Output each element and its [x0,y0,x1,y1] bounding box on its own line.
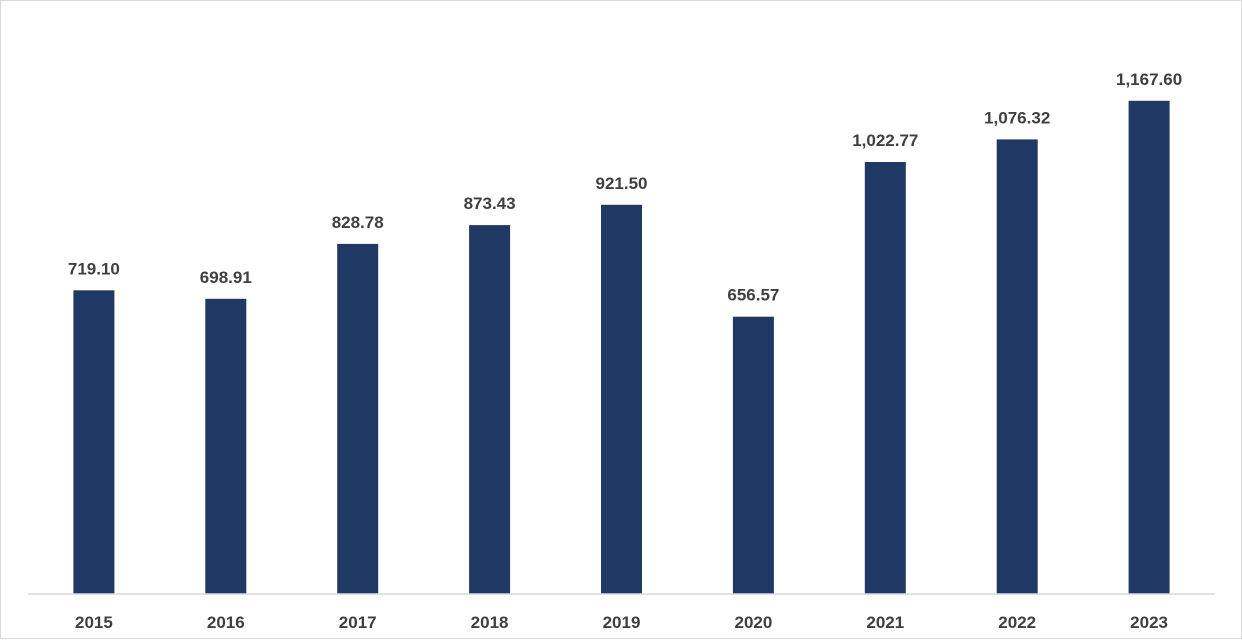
x-tick-label-2021: 2021 [866,613,904,632]
data-label-2022: 1,076.32 [984,108,1050,127]
bars-group [73,100,1170,595]
bar-2018 [469,225,511,594]
x-tick-label-2022: 2022 [998,613,1036,632]
x-tick-label-2016: 2016 [207,613,245,632]
x-tick-label-2023: 2023 [1130,613,1168,632]
data-label-2017: 828.78 [332,213,384,232]
bar-2022 [996,139,1038,594]
data-label-2021: 1,022.77 [852,131,918,150]
bar-2019 [601,204,642,595]
x-tick-labels-group: 2015 2016 2017 2018 2019 2020 2021 2022 2023 [75,613,1168,632]
data-label-2023: 1,167.60 [1116,70,1182,89]
bar-2023 [1128,100,1170,595]
bar-2016 [205,298,247,594]
bar-2021 [864,162,906,594]
bar-2020 [732,316,774,594]
x-tick-label-2019: 2019 [603,613,641,632]
data-label-2015: 719.10 [68,259,120,278]
data-label-2016: 698.91 [200,268,252,287]
data-label-2020: 656.57 [727,286,779,305]
x-tick-label-2020: 2020 [734,613,772,632]
data-label-2018: 873.43 [464,194,516,213]
data-label-2019: 921.50 [596,174,648,193]
bar-2015 [73,290,115,594]
bar-2017 [337,243,379,594]
x-tick-label-2017: 2017 [339,613,377,632]
x-tick-label-2018: 2018 [471,613,509,632]
data-labels-group: 719.10 698.91 828.78 873.43 921.50 656.57 1,02… [68,70,1182,305]
x-tick-label-2015: 2015 [75,613,113,632]
